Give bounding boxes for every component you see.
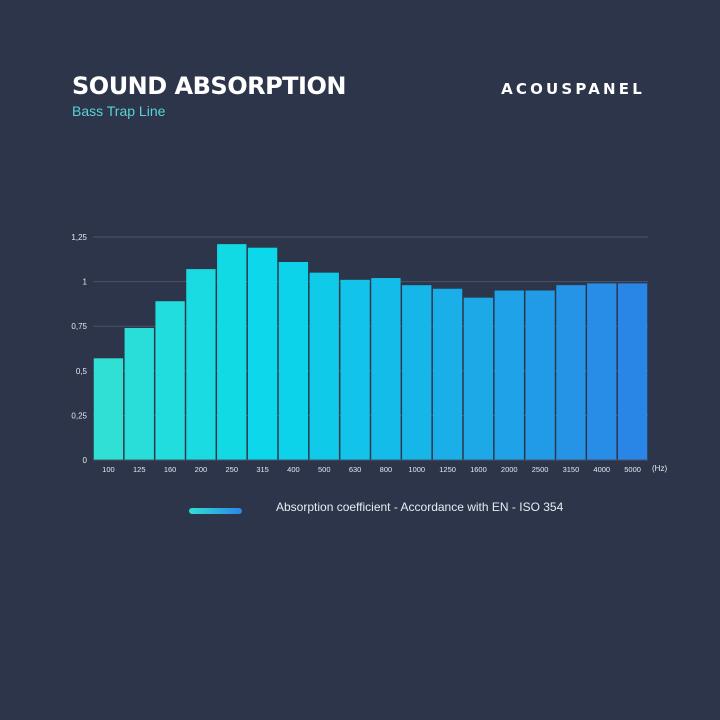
chart-subtitle: Bass Trap Line — [72, 103, 166, 119]
x-tick-label: 630 — [349, 465, 362, 474]
x-tick-label: 160 — [164, 465, 177, 474]
bar-250 — [217, 244, 247, 460]
chart-title: SOUND ABSORPTION — [72, 72, 346, 100]
bar-100 — [93, 358, 124, 460]
x-tick-label: 5000 — [624, 465, 641, 474]
bar-200 — [186, 269, 216, 460]
bar-3150 — [556, 285, 586, 460]
x-tick-label: 500 — [318, 465, 331, 474]
legend-swatch — [189, 508, 242, 514]
bar-5000 — [617, 283, 648, 460]
legend-label: Absorption coefficient - Accordance with… — [276, 500, 564, 514]
y-tick-label: 1,25 — [71, 233, 87, 242]
bar-2500 — [525, 290, 555, 460]
y-tick-label: 1 — [83, 278, 88, 287]
x-tick-label: 100 — [102, 465, 115, 474]
x-tick-label: 2500 — [532, 465, 549, 474]
x-tick-label: 200 — [195, 465, 208, 474]
bar-125 — [124, 327, 154, 460]
x-tick-label: 2000 — [501, 465, 518, 474]
x-tick-label: 315 — [256, 465, 269, 474]
bar-4000 — [587, 283, 617, 460]
bar-1000 — [402, 285, 432, 460]
bar-500 — [309, 272, 339, 460]
x-tick-label: 1600 — [470, 465, 487, 474]
x-tick-label: 250 — [225, 465, 238, 474]
bar-160 — [155, 301, 185, 460]
x-tick-label: 4000 — [593, 465, 610, 474]
x-tick-label: 1000 — [408, 465, 425, 474]
bar-1600 — [463, 297, 494, 460]
bar-400 — [278, 261, 309, 460]
bar-315 — [247, 247, 278, 460]
bar-1250 — [432, 288, 463, 460]
x-tick-label: 800 — [380, 465, 393, 474]
x-tick-label: 1250 — [439, 465, 456, 474]
x-tick-label: 400 — [287, 465, 300, 474]
y-tick-label: 0,25 — [71, 411, 87, 420]
y-tick-label: 0 — [83, 456, 88, 465]
x-tick-label: 3150 — [563, 465, 580, 474]
brand-logo-text: ACOUSPANEL — [501, 80, 645, 98]
bar-800 — [371, 278, 401, 460]
y-tick-label: 0,5 — [76, 367, 88, 376]
bar-2000 — [494, 290, 524, 460]
x-axis-unit-label: (Hz) — [652, 464, 667, 473]
x-tick-label: 125 — [133, 465, 146, 474]
y-tick-label: 0,75 — [71, 322, 87, 331]
bar-630 — [340, 279, 370, 460]
